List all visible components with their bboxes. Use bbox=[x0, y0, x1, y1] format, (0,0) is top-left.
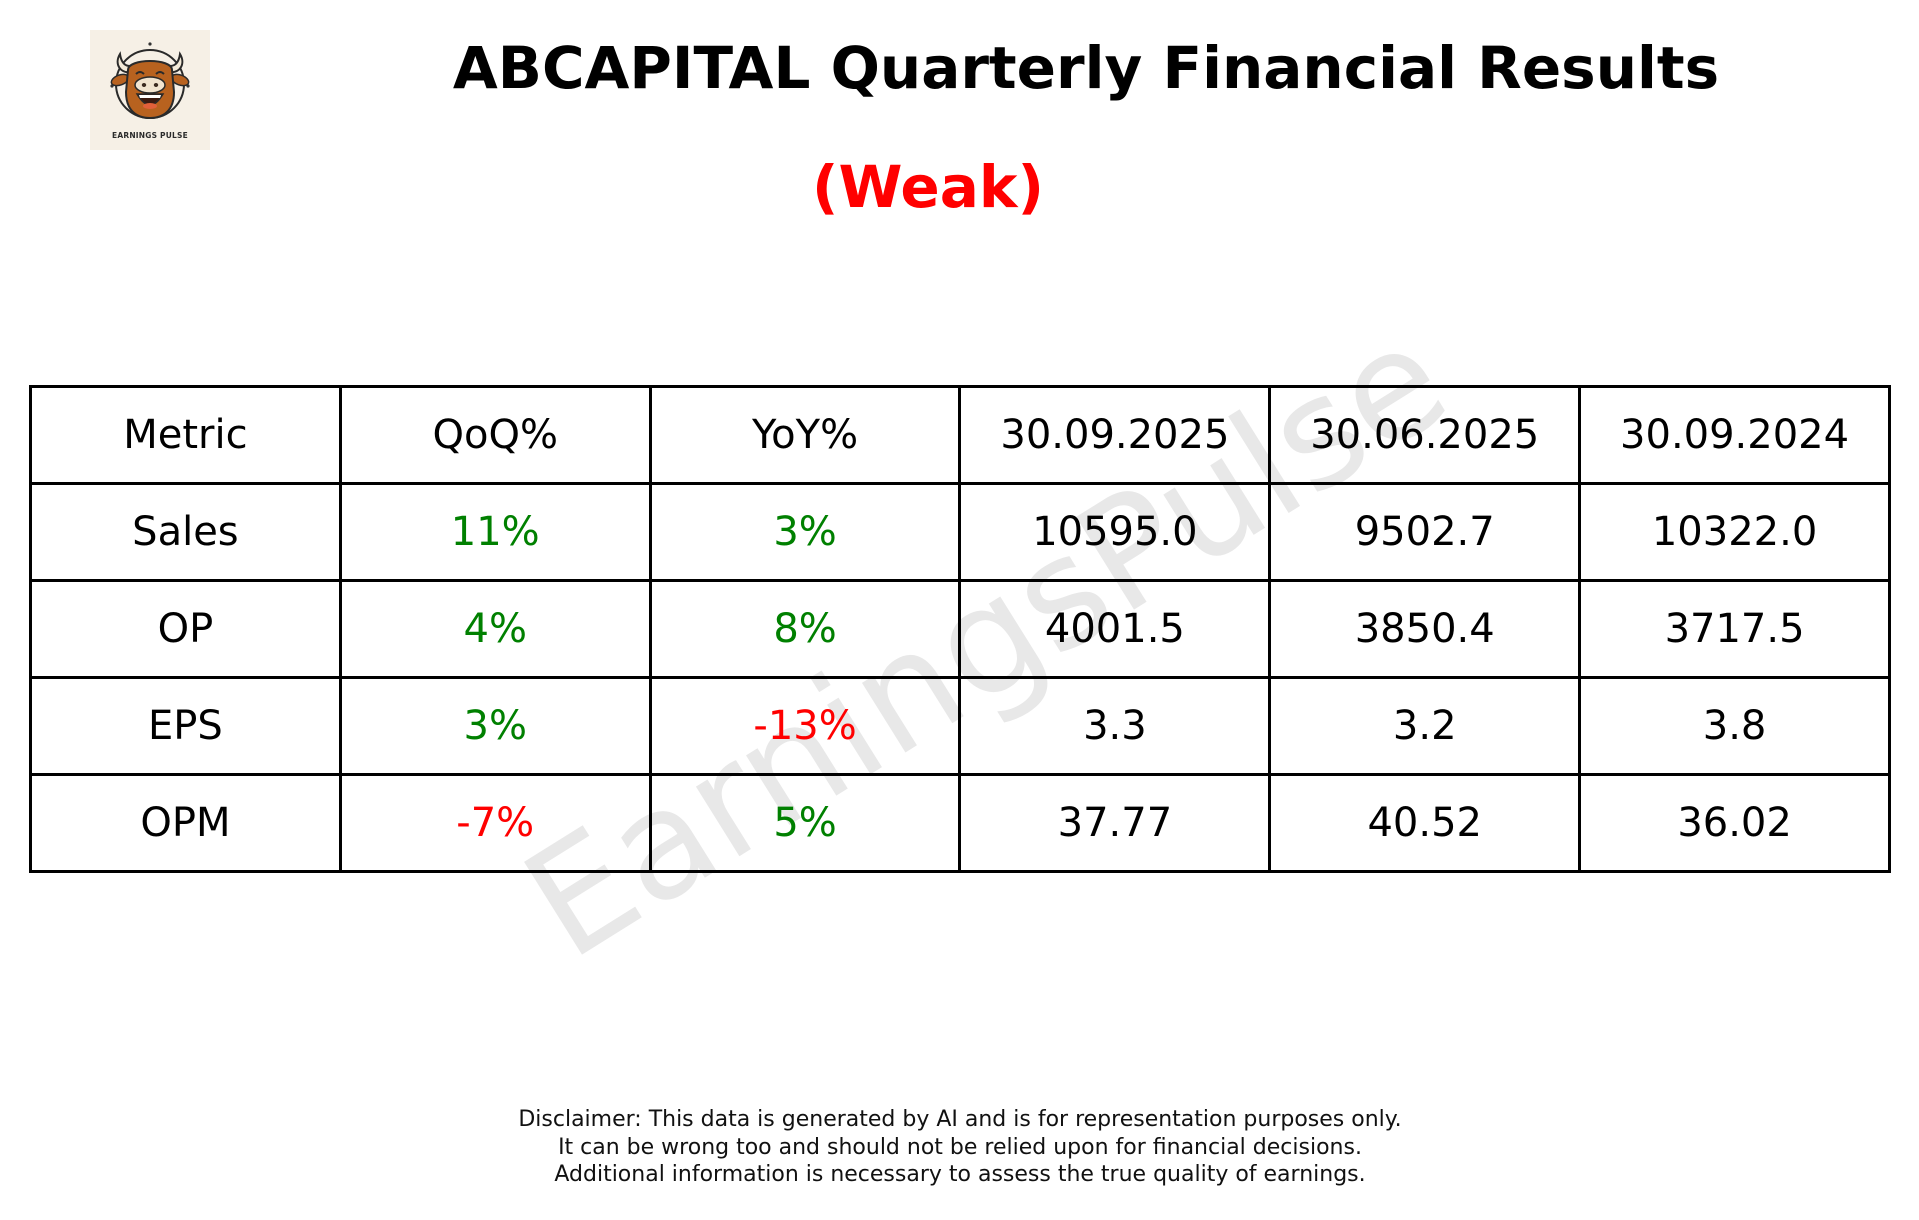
table-row: EPS 3% -13% 3.3 3.2 3.8 bbox=[29, 676, 1891, 776]
period-3-value: 10322.0 bbox=[1578, 482, 1891, 582]
page-title: ABCAPITAL Quarterly Financial Results bbox=[452, 34, 1720, 102]
column-header-period-2: 30.06.2025 bbox=[1268, 385, 1582, 485]
rating-label: (Weak) bbox=[812, 153, 1044, 221]
column-header-metric: Metric bbox=[29, 385, 342, 485]
metric-name: OPM bbox=[29, 773, 342, 873]
yoy-change: 3% bbox=[648, 482, 962, 582]
period-3-value: 3.8 bbox=[1578, 676, 1891, 776]
disclaimer: Disclaimer: This data is generated by AI… bbox=[360, 1106, 1560, 1189]
qoq-change: 4% bbox=[338, 579, 652, 679]
period-1-value: 3.3 bbox=[958, 676, 1272, 776]
earnings-pulse-logo: EARNINGS PULSE bbox=[90, 30, 210, 150]
qoq-change: -7% bbox=[338, 773, 652, 873]
yoy-change: 5% bbox=[648, 773, 962, 873]
period-3-value: 36.02 bbox=[1578, 773, 1891, 873]
results-table: Metric QoQ% YoY% 30.09.2025 30.06.2025 3… bbox=[29, 385, 1891, 873]
metric-name: Sales bbox=[29, 482, 342, 582]
period-1-value: 37.77 bbox=[958, 773, 1272, 873]
qoq-change: 3% bbox=[338, 676, 652, 776]
column-header-yoy: YoY% bbox=[648, 385, 962, 485]
table-row: OP 4% 8% 4001.5 3850.4 3717.5 bbox=[29, 579, 1891, 679]
logo-text: EARNINGS PULSE bbox=[112, 131, 188, 140]
period-1-value: 10595.0 bbox=[958, 482, 1272, 582]
period-3-value: 3717.5 bbox=[1578, 579, 1891, 679]
yoy-change: -13% bbox=[648, 676, 962, 776]
yoy-change: 8% bbox=[648, 579, 962, 679]
disclaimer-line: Additional information is necessary to a… bbox=[554, 1162, 1366, 1187]
qoq-change: 11% bbox=[338, 482, 652, 582]
disclaimer-line: It can be wrong too and should not be re… bbox=[558, 1134, 1362, 1160]
table-row: OPM -7% 5% 37.77 40.52 36.02 bbox=[29, 773, 1891, 873]
metric-name: EPS bbox=[29, 676, 342, 776]
period-2-value: 3850.4 bbox=[1268, 579, 1582, 679]
column-header-qoq: QoQ% bbox=[338, 385, 652, 485]
period-1-value: 4001.5 bbox=[958, 579, 1272, 679]
period-2-value: 9502.7 bbox=[1268, 482, 1582, 582]
table-header-row: Metric QoQ% YoY% 30.09.2025 30.06.2025 3… bbox=[29, 385, 1891, 485]
bull-mascot-icon bbox=[110, 42, 190, 120]
disclaimer-line: Disclaimer: This data is generated by AI… bbox=[518, 1107, 1402, 1132]
column-header-period-1: 30.09.2025 bbox=[958, 385, 1272, 485]
table-row: Sales 11% 3% 10595.0 9502.7 10322.0 bbox=[29, 482, 1891, 582]
metric-name: OP bbox=[29, 579, 342, 679]
column-header-period-3: 30.09.2024 bbox=[1578, 385, 1891, 485]
period-2-value: 40.52 bbox=[1268, 773, 1582, 873]
period-2-value: 3.2 bbox=[1268, 676, 1582, 776]
